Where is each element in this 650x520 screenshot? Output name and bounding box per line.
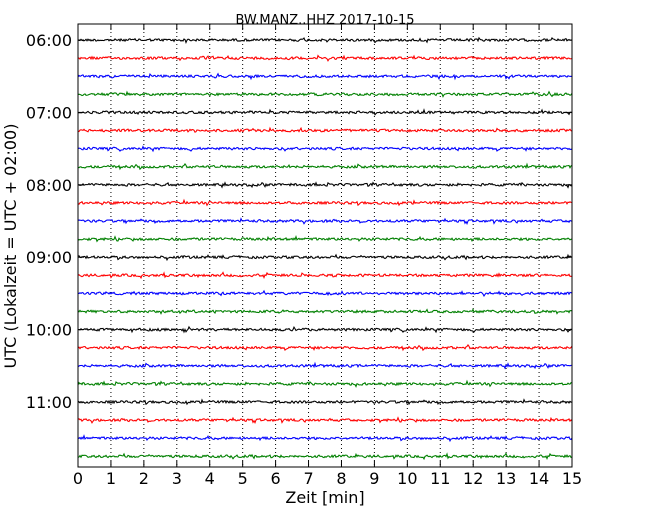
x-tick-label: 1 bbox=[106, 469, 116, 488]
trace-line bbox=[77, 452, 573, 461]
x-tick-label: 2 bbox=[139, 469, 149, 488]
trace-line bbox=[77, 108, 573, 116]
trace-line bbox=[77, 361, 573, 370]
y-tick-label: 07:00 bbox=[26, 103, 72, 122]
y-tick-label: 06:00 bbox=[26, 31, 72, 50]
x-tick-label: 10 bbox=[397, 469, 417, 488]
trace-line bbox=[77, 235, 573, 243]
x-tick-label: 12 bbox=[463, 469, 483, 488]
x-tick-label: 8 bbox=[336, 469, 346, 488]
trace-line bbox=[77, 379, 573, 388]
x-tick-label: 3 bbox=[172, 469, 182, 488]
trace-lines bbox=[77, 36, 573, 461]
trace-line bbox=[77, 344, 573, 352]
trace-line bbox=[77, 398, 573, 406]
trace-line bbox=[77, 416, 573, 425]
plot-frame bbox=[77, 23, 573, 468]
trace-line bbox=[77, 217, 573, 225]
x-tick-label: 4 bbox=[205, 469, 215, 488]
x-tick-label: 7 bbox=[303, 469, 313, 488]
trace-line bbox=[77, 434, 573, 443]
trace-line bbox=[77, 289, 573, 298]
y-tick-label: 08:00 bbox=[26, 176, 72, 195]
trace-line bbox=[77, 126, 573, 133]
trace-line bbox=[77, 253, 573, 262]
x-tick-label: 9 bbox=[369, 469, 379, 488]
trace-line bbox=[78, 36, 573, 44]
x-tick-label: 11 bbox=[430, 469, 450, 488]
chart-title: BW.MANZ..HHZ 2017-10-15 bbox=[235, 13, 414, 28]
trace-line bbox=[77, 198, 573, 207]
x-tick-label: 14 bbox=[529, 469, 549, 488]
trace-line bbox=[77, 145, 573, 153]
trace-line bbox=[77, 162, 573, 171]
x-tick-label: 5 bbox=[238, 469, 248, 488]
axis-ticks: 0 1 2 3 4 5 6 7 8 9 10 11 12 13 14 1506:0007:0008:0009:… bbox=[26, 24, 582, 488]
x-tick-label: 0 bbox=[73, 469, 83, 488]
y-axis-label: UTC (Lokalzeit = UTC + 02:00) bbox=[1, 124, 20, 369]
x-tick-label: 15 bbox=[562, 469, 582, 488]
trace-line bbox=[77, 271, 573, 280]
x-tick-label: 13 bbox=[496, 469, 516, 488]
x-axis-label: Zeit [min] bbox=[285, 488, 364, 507]
trace-line bbox=[77, 90, 573, 98]
trace-line bbox=[77, 325, 573, 334]
trace-line bbox=[77, 54, 573, 62]
trace-line bbox=[77, 181, 573, 189]
y-tick-label: 10:00 bbox=[26, 321, 72, 340]
x-tick-label: 6 bbox=[271, 469, 281, 488]
y-tick-label: 11:00 bbox=[26, 393, 72, 412]
y-tick-label: 09:00 bbox=[26, 248, 72, 267]
trace-line bbox=[77, 308, 573, 315]
trace-line bbox=[77, 72, 573, 81]
